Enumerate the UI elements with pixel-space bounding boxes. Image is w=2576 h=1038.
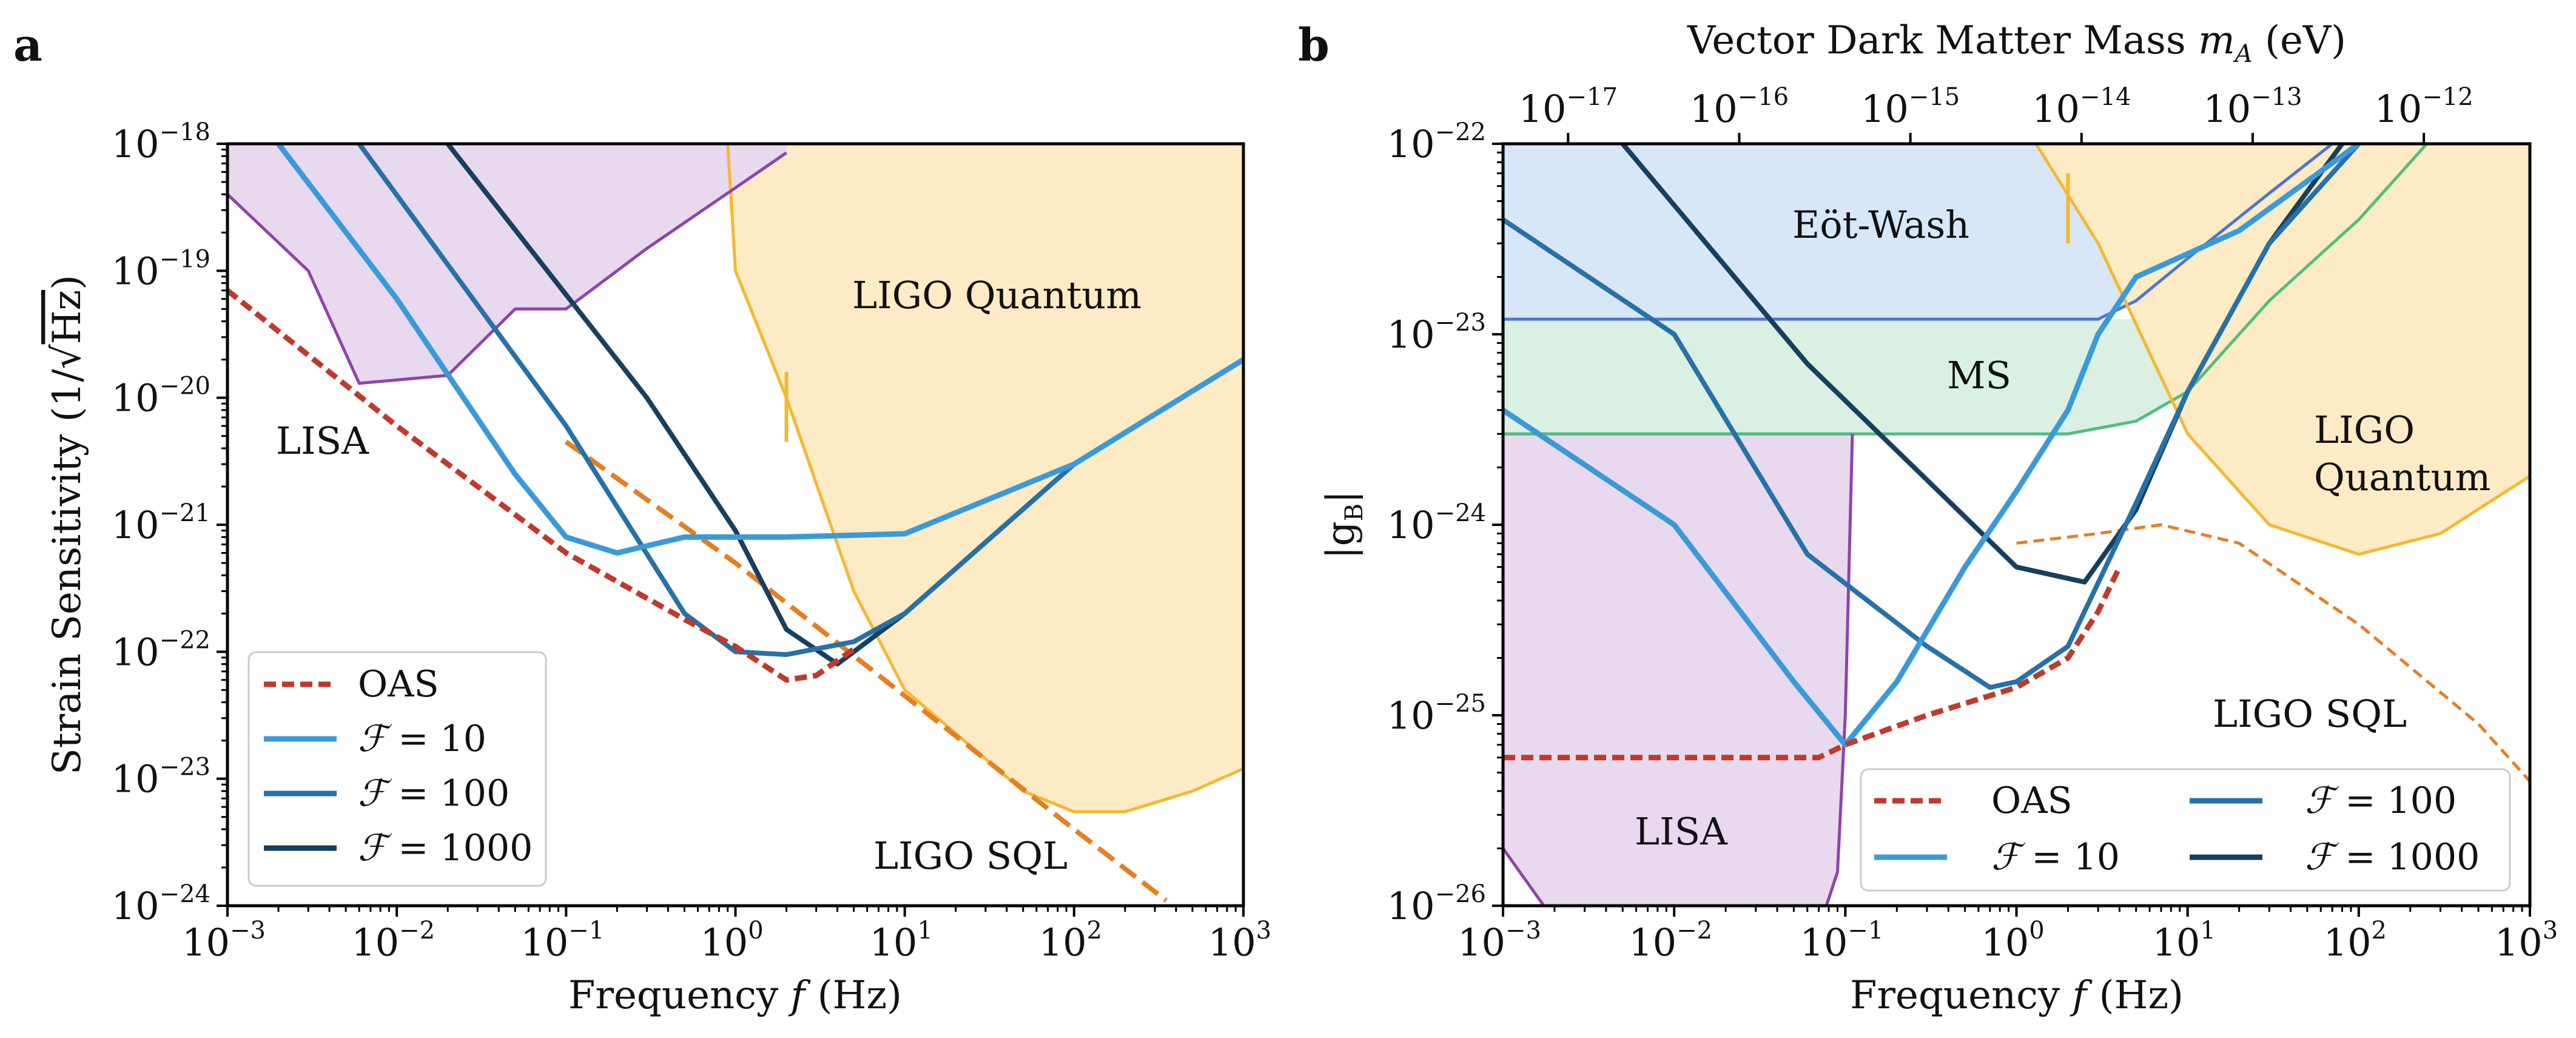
legend-f100-label: ℱ = 100 [358,772,509,815]
panel-b-y-axis-label: |gB| [1319,490,1368,559]
lisa-curve [1503,434,1854,906]
panel-b-quantum-label: Quantum [2314,455,2490,499]
y-tick-label: 10−26 [1387,880,1486,928]
x-tick-label: 10−2 [351,917,435,965]
x-tick-label: 10−1 [1800,917,1883,965]
panel-b-legend: OAS ℱ = 10 ℱ = 100 ℱ = 1000 [1860,768,2511,892]
lisa-curve [227,151,787,385]
y-tick-label: 10−18 [112,118,210,166]
panel-b-eotwash-label: Eöt-Wash [1792,203,1969,247]
ligo-quantum-curve [2034,144,2530,556]
eotwash-curve [1503,144,2333,321]
lisa-region [1503,434,1853,906]
y-tick-label: 10−19 [112,245,210,293]
ms-region [1503,144,2530,434]
x-tick-label: 102 [1039,917,1102,965]
lisa-region [227,144,787,383]
y-tick-label: 10−22 [112,626,210,674]
panel-a-ligo-quantum-label: LIGO Quantum [852,273,1142,317]
ligo-sql-curve [2016,523,2530,783]
panel-b-x-axis-label: Frequency f (Hz) [1850,973,2184,1018]
panel-a-series-lines [227,144,1243,903]
panel-b-chart: b Vector Dark Matter Mass mA (eV) 10−3 10… [1298,18,2558,1018]
top-tick-label: 10−13 [2203,83,2302,131]
f10-curve [276,144,1243,556]
x-tick-label: 10−1 [520,917,604,965]
y-tick-label: 10−23 [112,753,210,801]
legend-f1000-label: ℱ = 1000 [358,827,533,869]
panel-b-region-fills [1503,144,2530,906]
legend-oas-label: OAS [1991,780,2073,822]
y-tick-label: 10−24 [1387,499,1486,547]
legend-f10-label: ℱ = 10 [358,718,486,760]
x-tick-label: 100 [1981,917,2044,965]
x-tick-label: 10−3 [1458,917,1541,965]
ligo-quantum-region [2036,144,2530,554]
oas-curve [1503,565,2122,761]
x-tick-label: 103 [1208,917,1271,965]
panel-a-legend: OAS ℱ = 10 ℱ = 100 ℱ = 1000 [247,651,547,887]
ligo-sql-curve [564,440,1168,903]
legend-box [1860,768,2511,892]
y-tick-label: 10−25 [1387,690,1486,738]
legend-f10-label: ℱ = 10 [1991,836,2120,878]
legend-oas-label: OAS [358,663,439,706]
panel-b-axis-ticks: 10−3 10−2 10−1 100 101 102 103 10−22 10−23 10−24 1… [1387,83,2558,965]
panel-b-series-lines [1503,144,2530,906]
f100-curve [357,144,1243,657]
x-tick-label: 101 [869,917,932,965]
panel-a-ligo-sql-label: LIGO SQL [873,834,1068,878]
panel-a-y-axis-label: Strain Sensitivity (1/√Hz) [45,275,90,775]
x-tick-label: 10−2 [1629,917,1712,965]
x-tick-label: 101 [2152,917,2215,965]
legend-f1000-label: ℱ = 1000 [2305,836,2480,878]
top-tick-label: 10−12 [2374,83,2473,131]
ligo-quantum-region [727,144,1243,812]
panel-b-top-axis-label: Vector Dark Matter Mass mA (eV) [1687,18,2346,68]
ligo-quantum-curve [726,144,1243,814]
top-tick-label: 10−15 [1861,83,1960,131]
x-tick-label: 100 [700,917,763,965]
panel-a-label: a [13,19,42,72]
panel-a-region-fills [227,144,1243,812]
legend-f100-label: ℱ = 100 [2305,780,2457,822]
top-tick-label: 10−14 [2032,83,2131,131]
y-tick-label: 10−20 [112,372,210,420]
panel-a-lisa-label: LISA [276,419,369,463]
top-tick-label: 10−16 [1690,83,1789,131]
y-tick-label: 10−24 [112,880,210,928]
top-tick-label: 10−17 [1519,83,1618,131]
panel-b-ligo-label: LIGO [2314,408,2415,452]
y-tick-label: 10−21 [112,499,210,547]
x-tick-label: 10−3 [182,917,266,965]
f10-curve [1503,144,2361,748]
panel-b-label: b [1298,19,1330,72]
panel-a-x-axis-label: Frequency f (Hz) [568,973,902,1018]
oas-curve [227,288,856,683]
y-tick-label: 10−23 [1387,309,1486,357]
panel-b-ms-label: MS [1947,353,2011,397]
y-tick-label: 10−22 [1387,118,1486,166]
f100-curve [1503,144,2361,690]
panel-b-ligo-sql-label: LIGO SQL [2213,692,2407,736]
x-tick-label: 103 [2495,917,2558,965]
x-tick-label: 102 [2324,917,2387,965]
panel-a-axis-ticks: 10−3 10−2 10−1 100 101 102 103 10−18 10−19 10−20 1… [112,118,1272,965]
panel-b-lisa-label: LISA [1635,809,1728,854]
panel-a-chart: a 10−3 10−2 10−1 100 101 102 103 10−18 10−19 10−2… [13,19,1271,1018]
legend-box [247,651,547,887]
sqrt-sign: √ [45,344,90,369]
